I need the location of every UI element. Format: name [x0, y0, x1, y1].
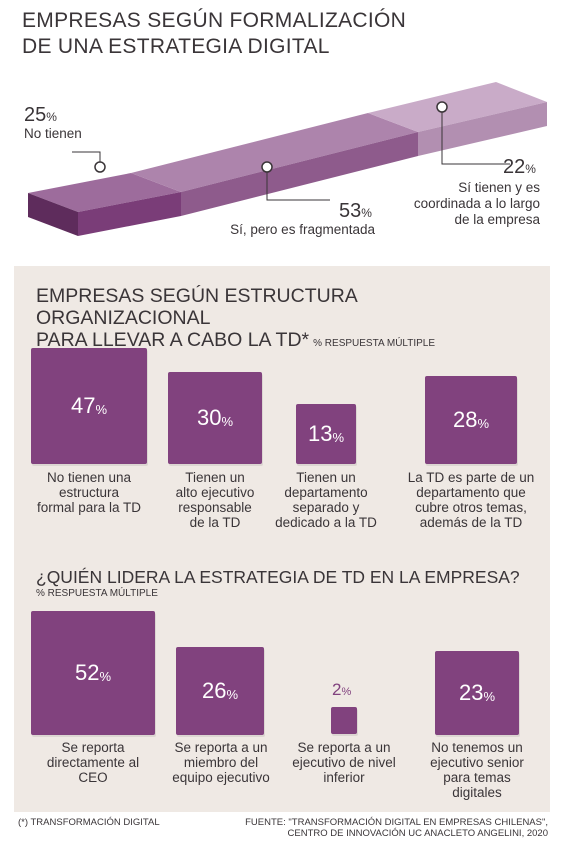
label-coordinated: Sí tienen y es coordinada a lo largo de … — [413, 180, 540, 227]
structure-box-executive: 30% — [168, 372, 262, 464]
leader-box-executive-member: 26% — [176, 647, 264, 735]
structure-title: EMPRESAS SEGÚN ESTRUCTURA ORGANIZACIONAL… — [36, 285, 436, 351]
pct-no: 25% — [24, 104, 57, 126]
bar-segment-no-top — [28, 173, 181, 212]
formalization-bar-chart — [28, 82, 547, 236]
bar-segment-fragmented-top — [131, 113, 418, 192]
bar-segment-no-front — [78, 192, 181, 236]
structure-caption-other-department: La TD es parte de un departamento que cubr… — [407, 470, 535, 530]
marker-fragmented — [261, 161, 273, 173]
leader-pct-lower-executive: 2% — [332, 680, 352, 699]
formalization-title: EMPRESAS SEGÚN FORMALIZACIÓN DE UNA ESTR… — [22, 8, 422, 60]
structure-caption-executive: Tienen un alto ejecutivo responsable de la … — [175, 470, 255, 530]
pct-coordinated: 22% — [503, 156, 536, 178]
leader-box-ceo: 52% — [31, 611, 155, 735]
bar-segment-coordinated-top — [368, 82, 547, 132]
bar-left-face — [28, 193, 78, 236]
leader-line-coordinated — [441, 107, 510, 165]
bar-segment-coordinated-front — [418, 102, 547, 156]
leader-note: % RESPUESTA MÚLTIPLE — [36, 588, 158, 599]
leader-box-lower-executive — [331, 707, 357, 734]
leader-title: ¿QUIÉN LIDERA LA ESTRATEGIA DE TD EN LA … — [36, 567, 520, 587]
leader-caption-lower-executive: Se reporta a un ejecutivo de nivel inferio… — [292, 740, 396, 785]
source: FUENTE: "TRANSFORMACIÓN DIGITAL EN EMPRE… — [245, 817, 548, 839]
structure-caption-department: Tienen un departamento separado y dedicado … — [275, 470, 377, 530]
formalization-title-line2: DE UNA ESTRATEGIA DIGITAL — [22, 35, 330, 58]
pct-fragmented: 53% — [339, 200, 372, 222]
marker-no — [94, 161, 106, 173]
bar-segment-fragmented-front — [181, 132, 418, 216]
structure-box-other-department: 28% — [425, 376, 517, 464]
leader-line-fragmented — [266, 167, 330, 201]
formalization-title-line1: EMPRESAS SEGÚN FORMALIZACIÓN — [22, 9, 407, 32]
leader-caption-executive-member: Se reporta a un miembro del equipo ejecuti… — [172, 740, 270, 785]
label-fragmented: Sí, pero es fragmentada — [230, 222, 375, 237]
leader-caption-ceo: Se reporta directamente al CEO — [46, 740, 140, 785]
structure-box-no-structure: 47% — [31, 348, 147, 464]
footnote: (*) TRANSFORMACIÓN DIGITAL — [18, 817, 160, 828]
leader-box-no-senior: 23% — [435, 651, 519, 735]
structure-box-department: 13% — [296, 404, 356, 464]
label-no: No tienen — [24, 126, 82, 141]
marker-coordinated — [436, 101, 448, 113]
leader-caption-no-senior: No tenemos un ejecutivo senior para temas d… — [430, 740, 524, 800]
structure-caption-no-structure: No tienen una estructura formal para la TD — [36, 470, 142, 515]
